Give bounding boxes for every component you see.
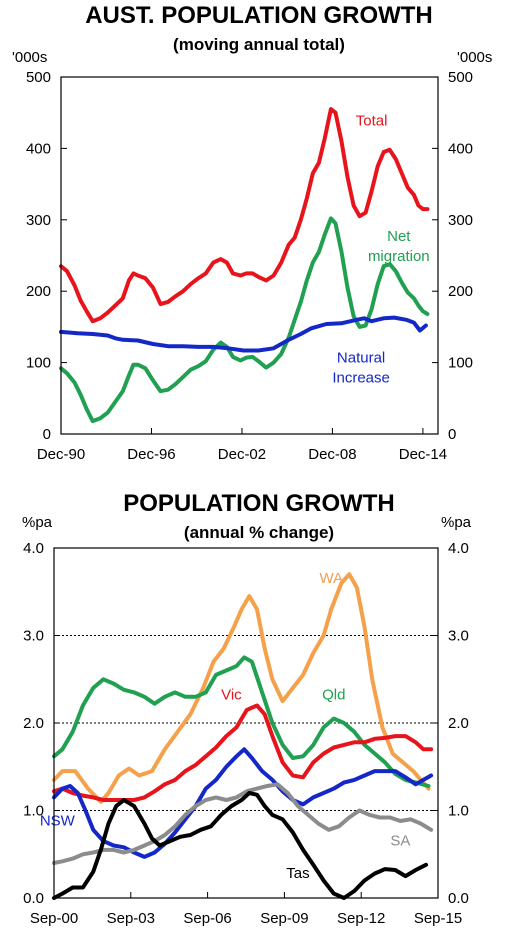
x-tick-label: Sep-00 xyxy=(30,910,78,927)
y-tick-label-right: 4.0 xyxy=(448,540,469,557)
chart2-plot: 0.0 0.0 1.0 1.0 2.0 2.0 3.0 3.0 4.0 4.0 Sep-00 Sep-… xyxy=(23,540,469,927)
series-label-total: Total xyxy=(356,113,388,130)
plot-frame xyxy=(53,547,439,899)
y-tick-label-right: 500 xyxy=(448,69,473,86)
x-tick-label: Dec-02 xyxy=(218,446,266,463)
series-line-natural-increase xyxy=(59,315,428,353)
y-tick-label-right: 0 xyxy=(448,426,456,443)
series-line-total xyxy=(59,107,430,324)
x-tick-label: Dec-90 xyxy=(37,446,85,463)
y-tick-label-left: 0 xyxy=(43,426,51,443)
x-tick-label: Sep-03 xyxy=(107,910,155,927)
y-tick-label-right: 3.0 xyxy=(448,628,469,645)
x-tick-label: Dec-14 xyxy=(399,446,447,463)
y-tick-label-right: 0.0 xyxy=(448,890,469,907)
chart1-unit-right: '000s xyxy=(457,49,493,66)
chart1-unit-left: '000s xyxy=(12,49,48,66)
y-tick-label-left: 2.0 xyxy=(23,715,44,732)
series-line-vic xyxy=(52,703,434,802)
plot-frame xyxy=(60,76,439,435)
series-label-natural-increase: Natural Increase xyxy=(332,350,390,387)
y-tick-label-right: 300 xyxy=(448,212,473,229)
y-tick-label-left: 3.0 xyxy=(23,628,44,645)
series-label-wa: WA xyxy=(319,570,343,587)
chart2-unit-right: %pa xyxy=(441,514,472,531)
x-tick-label: Sep-06 xyxy=(183,910,231,927)
series-line-net-migration xyxy=(59,216,430,424)
x-tick-label: Sep-12 xyxy=(337,910,385,927)
x-tick-label: Dec-08 xyxy=(308,446,356,463)
series-label-sa: SA xyxy=(390,833,410,850)
y-tick-label-right: 200 xyxy=(448,283,473,300)
y-tick-label-right: 2.0 xyxy=(448,715,469,732)
y-tick-label-left: 300 xyxy=(26,212,51,229)
y-tick-label-left: 0.0 xyxy=(23,890,44,907)
y-tick-label-right: 400 xyxy=(448,140,473,157)
y-tick-label-right: 1.0 xyxy=(448,803,469,820)
x-tick-label: Dec-96 xyxy=(127,446,175,463)
series-line-sa xyxy=(52,782,434,865)
series-label-tas: Tas xyxy=(286,865,309,882)
x-tick-label: Sep-09 xyxy=(260,910,308,927)
series-line-wa xyxy=(52,572,431,804)
series-label-nsw: NSW xyxy=(40,812,76,829)
y-tick-label-left: 1.0 xyxy=(23,803,44,820)
series-line-nsw xyxy=(52,747,434,859)
y-tick-label-left: 500 xyxy=(26,69,51,86)
series-line-tas xyxy=(52,791,428,900)
chart1-plot: 0 0 100 100 200 200 300 300 400 400 500 500 Dec-90 De… xyxy=(26,69,473,463)
y-tick-label-left: 400 xyxy=(26,140,51,157)
y-tick-label-right: 100 xyxy=(448,355,473,372)
chart2-unit-left: %pa xyxy=(22,514,53,531)
series-label-qld: Qld xyxy=(322,686,345,703)
chart1-title: AUST. POPULATION GROWTH xyxy=(85,2,433,29)
y-tick-label-left: 4.0 xyxy=(23,540,44,557)
chart2-subtitle: (annual % change) xyxy=(183,523,335,542)
series-label-net-migration: Net migration xyxy=(368,228,430,265)
y-tick-label-left: 200 xyxy=(26,283,51,300)
x-tick-label: Sep-15 xyxy=(414,910,462,927)
series-label-vic: Vic xyxy=(221,686,242,703)
chart1-subtitle: (moving annual total) xyxy=(173,35,345,54)
y-tick-label-left: 100 xyxy=(26,355,51,372)
chart2-title: POPULATION GROWTH xyxy=(123,490,395,517)
